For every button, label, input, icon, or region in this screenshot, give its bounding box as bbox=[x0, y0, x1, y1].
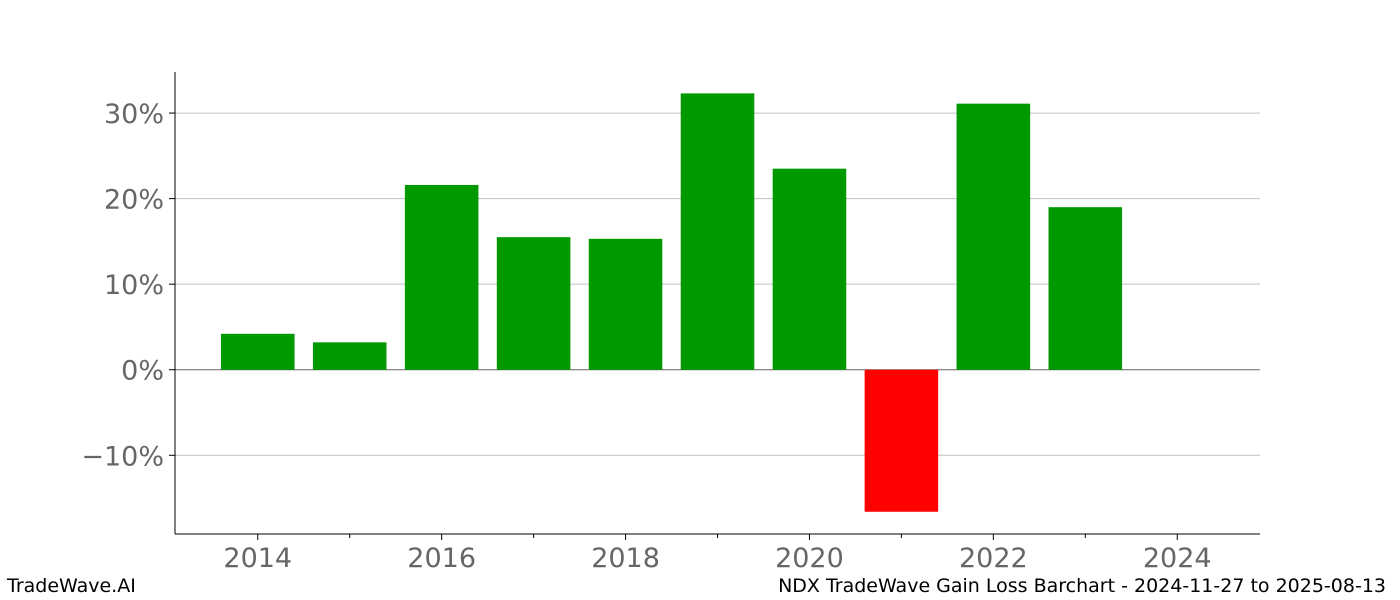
bar-2014 bbox=[220, 333, 295, 370]
y-tick-label: 0% bbox=[121, 356, 164, 387]
bar-2019 bbox=[680, 93, 755, 370]
bar-2021 bbox=[864, 369, 939, 512]
x-tick-label: 2024 bbox=[1143, 543, 1212, 570]
bar-2023 bbox=[1048, 207, 1123, 370]
y-tick-label: 30% bbox=[104, 99, 164, 130]
brand-label: TradeWave.AI bbox=[7, 575, 136, 597]
x-axis-ticks: 2014 2016 2018 2020 2022 2024 bbox=[223, 534, 1212, 570]
bar-2016 bbox=[404, 184, 479, 370]
bar-2015 bbox=[312, 342, 387, 370]
gain-loss-bar-chart: −10% 0% 10% 20% 30% 2014 2016 2018 2020 2022 2024 bbox=[81, 72, 1260, 570]
y-tick-label: 20% bbox=[104, 185, 164, 216]
y-tick-label: −10% bbox=[81, 441, 164, 472]
x-tick-label: 2020 bbox=[775, 543, 844, 570]
x-tick-label: 2018 bbox=[591, 543, 660, 570]
bar-2022 bbox=[956, 103, 1031, 370]
x-tick-label: 2014 bbox=[223, 543, 292, 570]
bar-2017 bbox=[496, 237, 571, 370]
bar-2020 bbox=[772, 168, 847, 370]
bar-2018 bbox=[588, 238, 663, 370]
chart-caption: NDX TradeWave Gain Loss Barchart - 2024-… bbox=[778, 575, 1386, 597]
x-tick-label: 2016 bbox=[407, 543, 476, 570]
y-axis-ticks: −10% 0% 10% 20% 30% bbox=[81, 99, 175, 472]
x-tick-label: 2022 bbox=[959, 543, 1028, 570]
bars bbox=[220, 93, 1123, 512]
y-tick-label: 10% bbox=[104, 270, 164, 301]
